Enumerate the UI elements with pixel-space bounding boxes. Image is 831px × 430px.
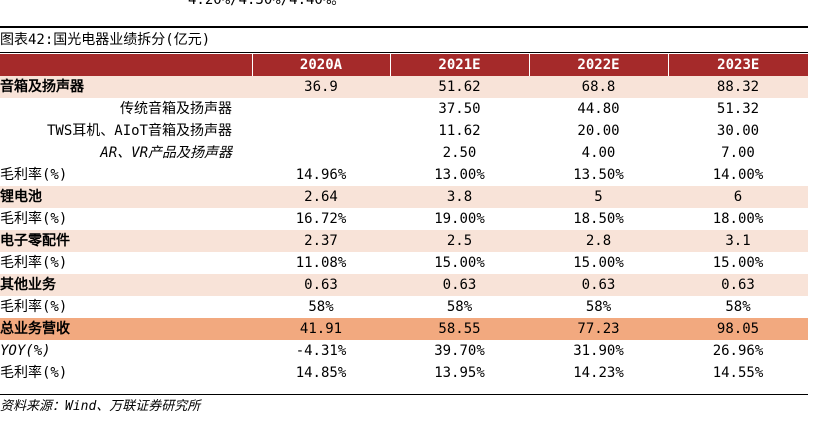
value-cell: 3.1 <box>725 233 751 249</box>
value-cell: 18.00% <box>712 211 764 227</box>
row-label: 音箱及扬声器 <box>0 79 84 95</box>
table-row: 毛利率(%) 58% 58% 58% 58% <box>0 296 808 318</box>
row-label: 传统音箱及扬声器 <box>120 101 232 117</box>
table-row: 毛利率(%) 14.85% 13.95% 14.23% 14.55% <box>0 362 808 384</box>
value-cell <box>252 98 390 120</box>
value-cell: 13.95% <box>434 365 485 381</box>
table-row: 锂电池 2.64 3.8 5 6 <box>0 186 808 208</box>
row-label: 毛利率(%) <box>0 299 68 315</box>
value-cell: 14.55% <box>712 365 764 381</box>
value-cell: 3.8 <box>446 189 473 205</box>
value-cell: 58.55 <box>438 321 481 337</box>
value-cell: 6 <box>733 189 743 205</box>
value-cell: 0.63 <box>304 277 338 293</box>
value-cell: 14.96% <box>295 167 347 183</box>
value-cell: 39.70% <box>434 343 485 359</box>
value-cell: 58% <box>585 299 612 315</box>
row-label: 毛利率(%) <box>0 167 68 183</box>
value-cell: 20.00 <box>577 123 620 139</box>
table-row: 传统音箱及扬声器 37.50 44.80 51.32 <box>0 98 808 120</box>
value-cell: 58% <box>308 299 334 315</box>
row-label: 毛利率(%) <box>0 211 68 227</box>
value-cell: 26.96% <box>712 343 764 359</box>
row-label: 总业务营收 <box>0 321 70 337</box>
table-row: 音箱及扬声器 36.9 51.62 68.8 88.32 <box>0 76 808 98</box>
table-row: 其他业务 0.63 0.63 0.63 0.63 <box>0 274 808 296</box>
value-cell: 2.5 <box>446 233 473 249</box>
value-cell: 41.91 <box>299 321 343 337</box>
row-label: 毛利率(%) <box>0 365 68 381</box>
value-cell: 13.50% <box>573 167 624 183</box>
value-cell: 4.00 <box>581 145 616 161</box>
value-cell: 14.23% <box>573 365 624 381</box>
header-cell-label <box>0 54 253 76</box>
value-cell: 14.00% <box>712 167 764 183</box>
value-cell: 30.00 <box>716 123 760 139</box>
value-cell: 36.9 <box>304 79 338 95</box>
value-cell: 5 <box>594 189 603 205</box>
table-row: YOY(%) -4.31% 39.70% 31.90% 26.96% <box>0 340 808 362</box>
value-cell: 18.50% <box>573 211 624 227</box>
value-cell: 2.64 <box>304 189 338 205</box>
row-label: TWS耳机、AIoT音箱及扬声器 <box>46 123 232 139</box>
value-cell: -4.31% <box>295 343 347 359</box>
value-cell: 68.8 <box>581 79 616 95</box>
value-cell: 0.63 <box>581 277 616 293</box>
row-label: 锂电池 <box>0 189 42 205</box>
value-cell: 77.23 <box>577 321 620 337</box>
value-cell: 51.32 <box>716 101 760 117</box>
header-cell-2022e: 2022E <box>529 54 669 76</box>
table-row: 毛利率(%) 14.96% 13.00% 13.50% 14.00% <box>0 164 808 186</box>
row-label: 电子零配件 <box>0 233 70 249</box>
value-cell: 2.50 <box>442 145 477 161</box>
table-row: 毛利率(%) 11.08% 15.00% 15.00% 15.00% <box>0 252 808 274</box>
table-body: 音箱及扬声器 36.9 51.62 68.8 88.32 传统音箱及扬声器 37.50 44.… <box>0 76 808 384</box>
table-row: 总业务营收 41.91 58.55 77.23 98.05 <box>0 318 808 340</box>
value-cell: 58% <box>446 299 473 315</box>
header-cell-2023e: 2023E <box>717 57 760 73</box>
value-cell: 2.8 <box>585 233 612 249</box>
value-cell: 58% <box>725 299 751 315</box>
value-cell: 15.00% <box>434 255 485 271</box>
value-cell: 11.62 <box>438 123 481 139</box>
row-label: 毛利率(%) <box>0 255 68 271</box>
bottom-rule <box>0 394 808 395</box>
value-cell: 31.90% <box>573 343 624 359</box>
value-cell: 98.05 <box>716 321 760 337</box>
title-rule <box>0 52 808 53</box>
top-rule <box>0 26 808 28</box>
value-cell: 15.00% <box>573 255 624 271</box>
table-row: 电子零配件 2.37 2.5 2.8 3.1 <box>0 230 808 252</box>
value-cell: 16.72% <box>295 211 347 227</box>
row-label: YOY(%) <box>0 343 51 359</box>
value-cell <box>252 142 390 164</box>
row-label: AR、VR产品及扬声器 <box>100 145 232 161</box>
table-title: 图表42:国光电器业绩拆分(亿元) <box>0 32 211 48</box>
value-cell <box>252 120 390 142</box>
earnings-breakdown-table: 2020A 2021E 2022E 2023E 音箱及扬声器 36.9 51.62 6… <box>0 54 808 384</box>
value-cell: 51.62 <box>438 79 481 95</box>
value-cell: 14.85% <box>295 365 347 381</box>
table-row: AR、VR产品及扬声器 2.50 4.00 7.00 <box>0 142 808 164</box>
row-label: 其他业务 <box>0 277 56 293</box>
header-cell-2021e: 2021E <box>390 54 530 76</box>
value-cell: 37.50 <box>438 101 481 117</box>
value-cell: 7.00 <box>721 145 755 161</box>
header-row: 2020A 2021E 2022E 2023E <box>0 54 808 76</box>
value-cell: 0.63 <box>442 277 477 293</box>
value-cell: 11.08% <box>295 255 347 271</box>
preceding-text-fragment: 4.20%/4.30%/4.40%。 <box>188 0 346 8</box>
value-cell: 88.32 <box>716 79 760 95</box>
value-cell: 15.00% <box>712 255 764 271</box>
value-cell: 19.00% <box>434 211 485 227</box>
header-cell-2020a: 2020A <box>252 54 391 76</box>
table-row: 毛利率(%) 16.72% 19.00% 18.50% 18.00% <box>0 208 808 230</box>
table-row: TWS耳机、AIoT音箱及扬声器 11.62 20.00 30.00 <box>0 120 808 142</box>
source-note: 资料来源：Wind、万联证券研究所 <box>0 399 201 414</box>
value-cell: 0.63 <box>721 277 755 293</box>
value-cell: 13.00% <box>434 167 485 183</box>
value-cell: 2.37 <box>304 233 338 249</box>
value-cell: 44.80 <box>577 101 620 117</box>
